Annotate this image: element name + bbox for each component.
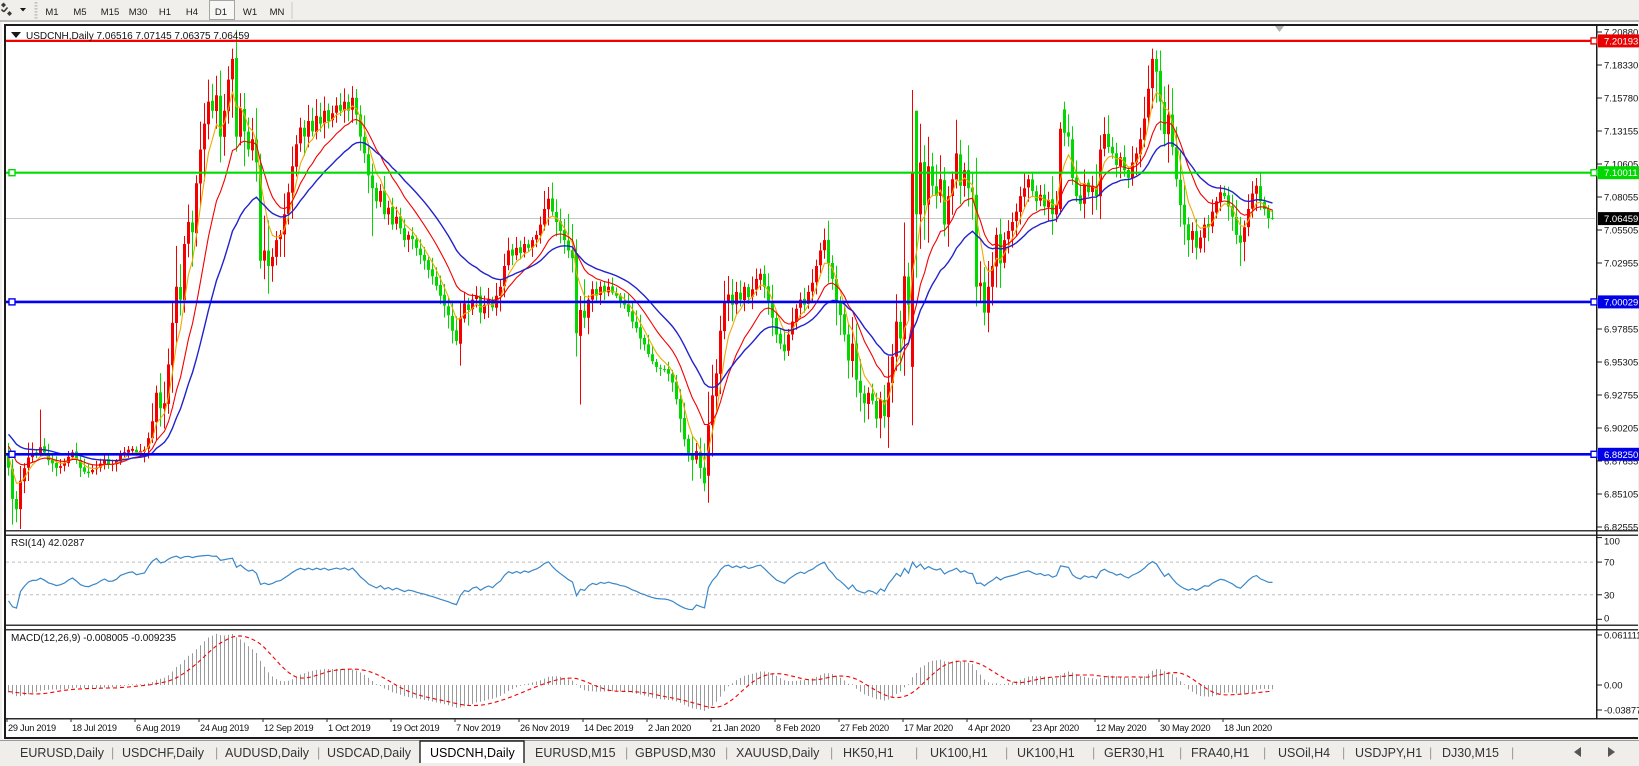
svg-text:EURUSD,M15: EURUSD,M15 [535, 746, 616, 760]
svg-text:USDCAD,Daily: USDCAD,Daily [327, 746, 412, 760]
svg-text:HK50,H1: HK50,H1 [843, 746, 894, 760]
svg-text:70: 70 [1604, 558, 1615, 569]
svg-text:7.15780: 7.15780 [1604, 94, 1638, 105]
svg-text:0.00: 0.00 [1604, 681, 1623, 692]
svg-text:26 Nov 2019: 26 Nov 2019 [520, 723, 569, 733]
svg-text:1 Oct 2019: 1 Oct 2019 [328, 723, 371, 733]
svg-text:0.0611115: 0.0611115 [1604, 631, 1639, 642]
svg-text:XAUUSD,Daily: XAUUSD,Daily [736, 746, 820, 760]
svg-text:7.02955: 7.02955 [1604, 259, 1638, 270]
svg-text:4 Apr 2020: 4 Apr 2020 [968, 723, 1010, 733]
svg-text:GER30,H1: GER30,H1 [1104, 746, 1164, 760]
svg-text:6.95305: 6.95305 [1604, 358, 1638, 369]
svg-text:GBPUSD,M30: GBPUSD,M30 [635, 746, 716, 760]
svg-text:12 May 2020: 12 May 2020 [1096, 723, 1147, 733]
svg-text:7.05505: 7.05505 [1604, 226, 1638, 237]
svg-text:|: | [1179, 746, 1182, 760]
svg-text:|: | [1263, 746, 1266, 760]
svg-text:6.90205: 6.90205 [1604, 424, 1638, 435]
svg-text:MN: MN [270, 7, 285, 18]
svg-text:6.92755: 6.92755 [1604, 391, 1638, 402]
svg-text:0: 0 [1604, 614, 1609, 625]
svg-text:M5: M5 [73, 7, 86, 18]
svg-text:|: | [317, 746, 320, 760]
svg-text:|: | [111, 746, 114, 760]
svg-text:2 Jan 2020: 2 Jan 2020 [648, 723, 691, 733]
svg-text:|: | [1092, 746, 1095, 760]
svg-text:18 Jun 2020: 18 Jun 2020 [1224, 723, 1272, 733]
svg-text:7.10011: 7.10011 [1604, 168, 1638, 179]
svg-text:FRA40,H1: FRA40,H1 [1191, 746, 1249, 760]
svg-text:-0.0387720: -0.0387720 [1604, 706, 1639, 717]
svg-text:|: | [830, 746, 833, 760]
svg-text:7.00029: 7.00029 [1604, 297, 1638, 308]
svg-text:|: | [625, 746, 628, 760]
svg-text:DJ30,M15: DJ30,M15 [1442, 746, 1499, 760]
svg-text:27 Feb 2020: 27 Feb 2020 [840, 723, 889, 733]
svg-text:USDCNH,Daily: USDCNH,Daily [430, 746, 515, 760]
svg-text:|: | [1429, 746, 1432, 760]
svg-text:24 Aug 2019: 24 Aug 2019 [200, 723, 249, 733]
svg-text:7.08055: 7.08055 [1604, 193, 1638, 204]
svg-text:18 Jul 2019: 18 Jul 2019 [72, 723, 117, 733]
svg-text:6.82555: 6.82555 [1604, 523, 1638, 534]
svg-text:M1: M1 [45, 7, 58, 18]
svg-text:6.97855: 6.97855 [1604, 325, 1638, 336]
svg-text:6.88250: 6.88250 [1604, 450, 1638, 461]
svg-text:UK100,H1: UK100,H1 [1017, 746, 1075, 760]
svg-text:6.87655: 6.87655 [1604, 457, 1638, 468]
svg-text:|: | [1005, 746, 1008, 760]
svg-text:USDJPY,H1: USDJPY,H1 [1355, 746, 1422, 760]
svg-text:7 Nov 2019: 7 Nov 2019 [456, 723, 501, 733]
svg-text:29 Jun 2019: 29 Jun 2019 [8, 723, 56, 733]
svg-text:30: 30 [1604, 590, 1615, 601]
svg-text:7.18330: 7.18330 [1604, 61, 1638, 72]
svg-text:USOil,H4: USOil,H4 [1278, 746, 1330, 760]
svg-text:UK100,H1: UK100,H1 [930, 746, 988, 760]
svg-text:100: 100 [1604, 537, 1620, 548]
svg-text:USDCHF,Daily: USDCHF,Daily [122, 746, 205, 760]
svg-text:|: | [725, 746, 728, 760]
svg-text:19 Oct 2019: 19 Oct 2019 [392, 723, 439, 733]
svg-text:14 Dec 2019: 14 Dec 2019 [584, 723, 633, 733]
svg-text:|: | [215, 746, 218, 760]
svg-text:USDCNH,Daily 7.06516 7.07145: USDCNH,Daily 7.06516 7.07145 7.06375 7.0… [26, 31, 250, 42]
svg-text:W1: W1 [243, 7, 257, 18]
svg-text:30 May 2020: 30 May 2020 [1160, 723, 1211, 733]
svg-text:|: | [1342, 746, 1345, 760]
svg-text:17 Mar 2020: 17 Mar 2020 [904, 723, 953, 733]
svg-text:8 Feb 2020: 8 Feb 2020 [776, 723, 820, 733]
svg-text:EURUSD,Daily: EURUSD,Daily [20, 746, 105, 760]
svg-text:M15: M15 [101, 7, 119, 18]
svg-text:6.85105: 6.85105 [1604, 490, 1638, 501]
svg-text:7.06459: 7.06459 [1604, 214, 1638, 225]
svg-text:|: | [915, 746, 918, 760]
svg-text:7.20193: 7.20193 [1604, 36, 1638, 47]
svg-text:23 Apr 2020: 23 Apr 2020 [1032, 723, 1079, 733]
svg-text:H4: H4 [186, 7, 198, 18]
svg-text:H1: H1 [159, 7, 171, 18]
svg-text:M30: M30 [129, 7, 147, 18]
svg-text:MACD(12,26,9) -0.008005 -0.009: MACD(12,26,9) -0.008005 -0.009235 [11, 633, 177, 644]
svg-text:6 Aug 2019: 6 Aug 2019 [136, 723, 180, 733]
svg-text:7.20880: 7.20880 [1604, 28, 1638, 39]
svg-text:D1: D1 [215, 7, 227, 18]
svg-text:12 Sep 2019: 12 Sep 2019 [264, 723, 314, 733]
svg-text:7.13155: 7.13155 [1604, 127, 1638, 138]
svg-text:21 Jan 2020: 21 Jan 2020 [712, 723, 760, 733]
svg-text:AUDUSD,Daily: AUDUSD,Daily [225, 746, 310, 760]
svg-text:RSI(14) 42.0287: RSI(14) 42.0287 [11, 538, 85, 549]
svg-text:|: | [1511, 746, 1514, 760]
svg-text:7.10605: 7.10605 [1604, 160, 1638, 171]
